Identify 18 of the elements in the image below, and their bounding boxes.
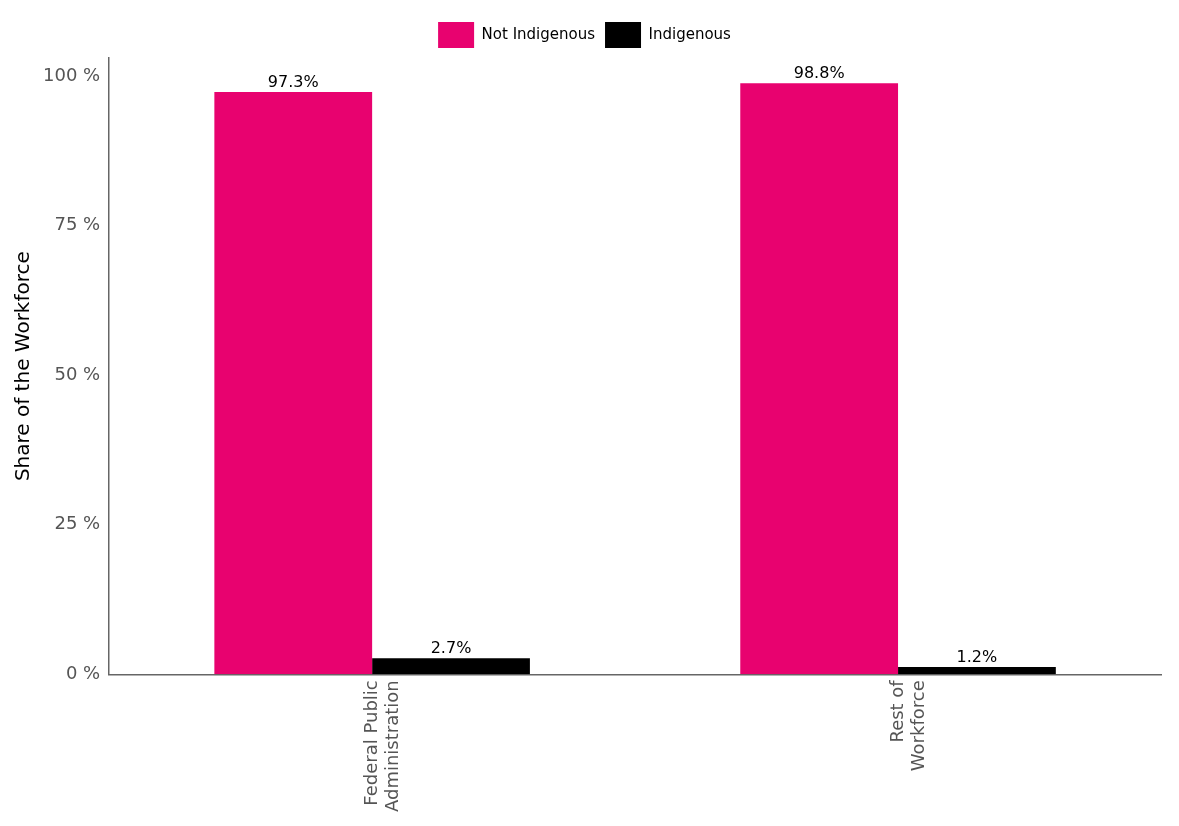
y-tick-label: 50 % bbox=[54, 362, 101, 384]
y-tick-label: 0 % bbox=[65, 661, 101, 683]
bar bbox=[740, 83, 899, 675]
data-label: 2.7% bbox=[430, 638, 472, 658]
x-tick-label: Federal Public Administration bbox=[359, 680, 403, 813]
legend-label: Indigenous bbox=[648, 24, 732, 43]
bar bbox=[898, 667, 1056, 675]
legend-label: Not Indigenous bbox=[481, 24, 596, 43]
bar bbox=[372, 658, 530, 675]
y-axis-title: Share of the Workforce bbox=[10, 251, 35, 482]
data-label: 97.3% bbox=[267, 72, 319, 92]
x-tick-label: Rest of Workforce bbox=[885, 679, 929, 772]
y-tick-label: 100 % bbox=[42, 63, 101, 85]
data-label: 98.8% bbox=[793, 63, 845, 83]
y-tick-label: 75 % bbox=[54, 213, 101, 235]
data-label: 1.2% bbox=[956, 647, 998, 667]
bar bbox=[214, 92, 373, 675]
y-tick-label: 25 % bbox=[54, 512, 101, 534]
